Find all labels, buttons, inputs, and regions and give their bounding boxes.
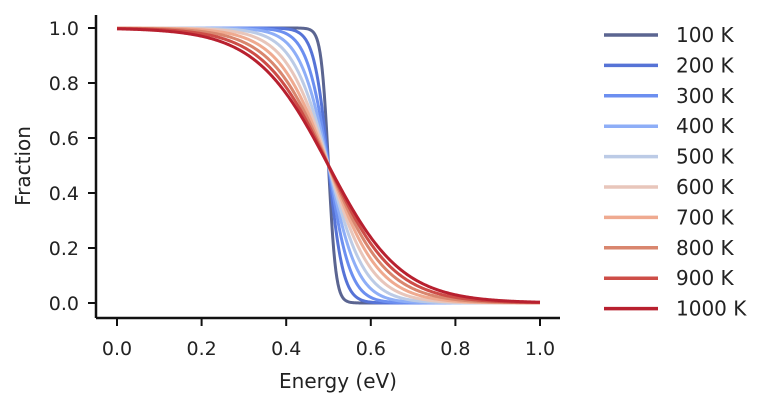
y-tick-label: 0.0 (49, 293, 79, 315)
plot-area (117, 28, 540, 303)
y-tick-label: 0.6 (49, 128, 79, 150)
legend-label: 400 K (676, 114, 735, 138)
x-axis-label: Energy (eV) (279, 369, 397, 393)
legend-label: 900 K (676, 266, 735, 290)
legend: 100 K 200 K 300 K 400 K 500 K 600 K 700 K 800 K… (604, 23, 747, 321)
x-tick-label: 0.2 (186, 338, 216, 360)
x-tick-label: 0.4 (271, 338, 301, 360)
y-tick-label: 0.8 (49, 73, 79, 95)
legend-label: 200 K (676, 53, 735, 77)
y-tick-label: 0.4 (49, 183, 79, 205)
y-axis-label: Fraction (11, 126, 35, 206)
legend-label: 1000 K (676, 297, 747, 321)
legend-label: 800 K (676, 236, 735, 260)
legend-label: 700 K (676, 205, 735, 229)
x-axis-ticks: 0.0 0.2 0.4 0.6 0.8 1.0 (102, 318, 555, 360)
legend-label: 600 K (676, 175, 735, 199)
y-tick-label: 1.0 (49, 18, 79, 40)
x-tick-label: 0.6 (356, 338, 386, 360)
y-axis-ticks: 0.0 0.2 0.4 0.6 0.8 1.0 (49, 18, 96, 315)
x-tick-label: 1.0 (525, 338, 555, 360)
x-tick-label: 0.8 (440, 338, 470, 360)
series-line-1000k (117, 29, 540, 302)
legend-label: 100 K (676, 23, 735, 47)
x-tick-label: 0.0 (102, 338, 132, 360)
legend-label: 300 K (676, 84, 735, 108)
legend-label: 500 K (676, 145, 735, 169)
y-tick-label: 0.2 (49, 238, 79, 260)
